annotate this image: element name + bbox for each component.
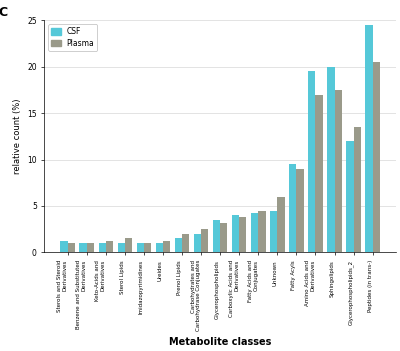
- Bar: [270, 211, 277, 252]
- Text: C: C: [0, 6, 8, 19]
- Bar: [80, 243, 87, 252]
- Bar: [277, 197, 284, 252]
- Bar: [118, 243, 125, 252]
- Bar: [365, 25, 373, 252]
- Bar: [232, 215, 239, 252]
- Bar: [68, 243, 75, 252]
- Bar: [289, 164, 296, 252]
- Bar: [334, 90, 342, 252]
- Bar: [327, 67, 334, 252]
- Legend: CSF, Plasma: CSF, Plasma: [48, 24, 98, 51]
- X-axis label: Metabolite classes: Metabolite classes: [169, 337, 271, 347]
- Bar: [163, 241, 170, 252]
- Bar: [346, 141, 354, 252]
- Bar: [60, 241, 68, 252]
- Bar: [156, 243, 163, 252]
- Bar: [98, 243, 106, 252]
- Bar: [296, 169, 304, 252]
- Bar: [106, 241, 113, 252]
- Bar: [258, 211, 266, 252]
- Bar: [251, 213, 258, 252]
- Bar: [182, 234, 189, 252]
- Bar: [213, 220, 220, 252]
- Bar: [201, 229, 208, 252]
- Bar: [220, 223, 227, 252]
- Bar: [316, 94, 323, 252]
- Bar: [137, 243, 144, 252]
- Bar: [239, 217, 246, 252]
- Bar: [373, 62, 380, 252]
- Bar: [125, 238, 132, 252]
- Y-axis label: relative count (%): relative count (%): [13, 99, 22, 174]
- Bar: [144, 243, 151, 252]
- Bar: [194, 234, 201, 252]
- Bar: [308, 71, 316, 252]
- Bar: [175, 238, 182, 252]
- Bar: [354, 127, 361, 252]
- Bar: [87, 243, 94, 252]
